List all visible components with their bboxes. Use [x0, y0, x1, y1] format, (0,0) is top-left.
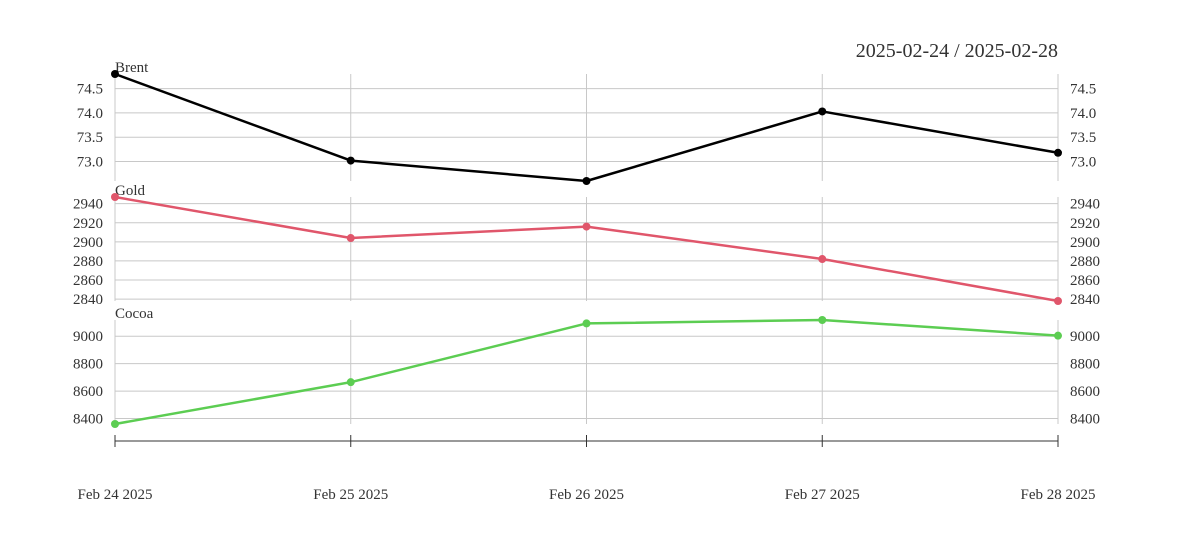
y-tick-label-left: 2900 [73, 235, 103, 251]
data-point [582, 222, 591, 231]
y-tick-label-right: 8400 [1070, 412, 1100, 428]
y-tick-label-right: 2880 [1070, 254, 1100, 270]
data-point [582, 177, 591, 185]
panel-title: Cocoa [115, 306, 154, 322]
y-tick-label-left: 74.0 [77, 106, 103, 122]
y-tick-label-right: 73.0 [1070, 155, 1096, 171]
x-tick-label: Feb 26 2025 [549, 487, 624, 503]
y-tick-label-left: 73.5 [77, 130, 103, 146]
data-point [818, 316, 827, 324]
data-point [1054, 331, 1062, 340]
data-point [346, 234, 355, 243]
y-tick-label-left: 9000 [73, 329, 103, 345]
y-tick-label-right: 74.5 [1070, 82, 1096, 98]
data-point [111, 420, 119, 428]
y-tick-label-left: 8600 [73, 384, 103, 400]
y-tick-label-right: 2840 [1070, 292, 1100, 308]
y-tick-label-right: 74.0 [1070, 106, 1096, 122]
y-tick-label-right: 2940 [1070, 197, 1100, 213]
data-point [1054, 148, 1062, 157]
x-tick-label: Feb 28 2025 [1021, 487, 1096, 503]
y-tick-label-right: 2900 [1070, 235, 1100, 251]
y-tick-label-left: 73.0 [77, 155, 103, 171]
data-point [346, 378, 355, 387]
x-tick-label: Feb 24 2025 [78, 487, 153, 503]
data-point [111, 193, 119, 201]
y-tick-label-left: 2840 [73, 292, 103, 308]
panel-title: Gold [115, 183, 146, 199]
data-point [818, 255, 827, 264]
y-tick-label-left: 74.5 [77, 82, 103, 98]
y-tick-label-right: 2920 [1070, 216, 1100, 232]
y-tick-label-right: 73.5 [1070, 130, 1096, 146]
data-point [111, 70, 119, 78]
y-tick-label-left: 2880 [73, 254, 103, 270]
data-point [818, 107, 827, 116]
y-tick-label-right: 8800 [1070, 357, 1100, 373]
x-tick-label: Feb 25 2025 [313, 487, 388, 503]
data-point [346, 156, 355, 165]
y-tick-label-left: 8400 [73, 412, 103, 428]
y-tick-label-left: 2860 [73, 273, 103, 289]
y-tick-label-left: 8800 [73, 357, 103, 373]
x-tick-label: Feb 27 2025 [785, 487, 860, 503]
data-point [582, 319, 591, 328]
y-tick-label-left: 2940 [73, 197, 103, 213]
y-tick-label-right: 8600 [1070, 384, 1100, 400]
panel-title: Brent [115, 60, 149, 76]
y-tick-label-right: 2860 [1070, 273, 1100, 289]
date-range-label: 2025-02-24 / 2025-02-28 [855, 40, 1058, 62]
y-tick-label-right: 9000 [1070, 329, 1100, 345]
y-tick-label-left: 2920 [73, 216, 103, 232]
data-point [1054, 297, 1062, 305]
